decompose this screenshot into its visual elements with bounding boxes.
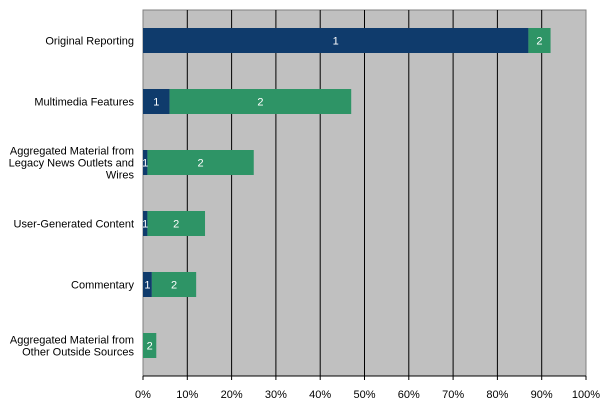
bar-group <box>143 28 551 358</box>
bar-segment-series-1 <box>143 28 529 53</box>
category-label: User-Generated Content <box>14 219 134 231</box>
bar-segment-series-1 <box>143 150 148 175</box>
x-tick-label: 70% <box>442 389 464 401</box>
x-tick-label: 40% <box>309 389 331 401</box>
x-tick-label: 20% <box>221 389 243 401</box>
data-labels: 1 2 1 2 1 2 1 2 1 2 2 <box>142 36 542 353</box>
x-tick-label: 100% <box>572 389 600 401</box>
bar-segment-series-2 <box>147 211 206 236</box>
bar-segment-series-1 <box>143 89 170 114</box>
bar-data-label: 1 <box>142 158 148 170</box>
bar-segment-series-2 <box>143 333 157 358</box>
bar-data-label: 1 <box>153 97 159 109</box>
category-label: Commentary <box>71 280 134 292</box>
bar-data-label: 2 <box>198 158 204 170</box>
x-tick-label: 50% <box>353 389 375 401</box>
bar-data-label: 1 <box>333 36 339 48</box>
bar-segment-series-2 <box>169 89 352 114</box>
bar-data-label: 1 <box>142 219 148 231</box>
bar-segment-series-1 <box>143 272 152 297</box>
x-tick-label: 60% <box>398 389 420 401</box>
x-tick-label: 30% <box>265 389 287 401</box>
bar-data-label: 2 <box>257 97 263 109</box>
category-label: Multimedia Features <box>34 97 134 109</box>
bar-data-label: 2 <box>173 219 179 231</box>
category-label: Aggregated Material from Legacy News Outl… <box>9 146 135 182</box>
x-tick-label: 10% <box>176 389 198 401</box>
bar-segment-series-2 <box>147 150 254 175</box>
bar-data-label: 1 <box>144 280 150 292</box>
category-label: Original Reporting <box>45 36 134 48</box>
bar-segment-series-2 <box>528 28 551 53</box>
bar-data-label: 2 <box>536 36 542 48</box>
bar-data-label: 2 <box>147 341 153 353</box>
bar-segment-series-1 <box>143 211 148 236</box>
x-axis-ticks: 0% 10% 20% 30% 40% 50% 60% 70% 80% 90% 100% <box>135 376 600 401</box>
x-tick-label: 80% <box>486 389 508 401</box>
x-tick-label: 0% <box>135 389 151 401</box>
bar-segment-series-2 <box>151 272 197 297</box>
x-tick-label: 90% <box>531 389 553 401</box>
category-label: Aggregated Material from Other Outside So… <box>10 335 135 359</box>
category-labels: Original Reporting Multimedia Features Agg… <box>9 36 135 359</box>
gridlines <box>186 10 543 376</box>
bar-data-label: 2 <box>171 280 177 292</box>
